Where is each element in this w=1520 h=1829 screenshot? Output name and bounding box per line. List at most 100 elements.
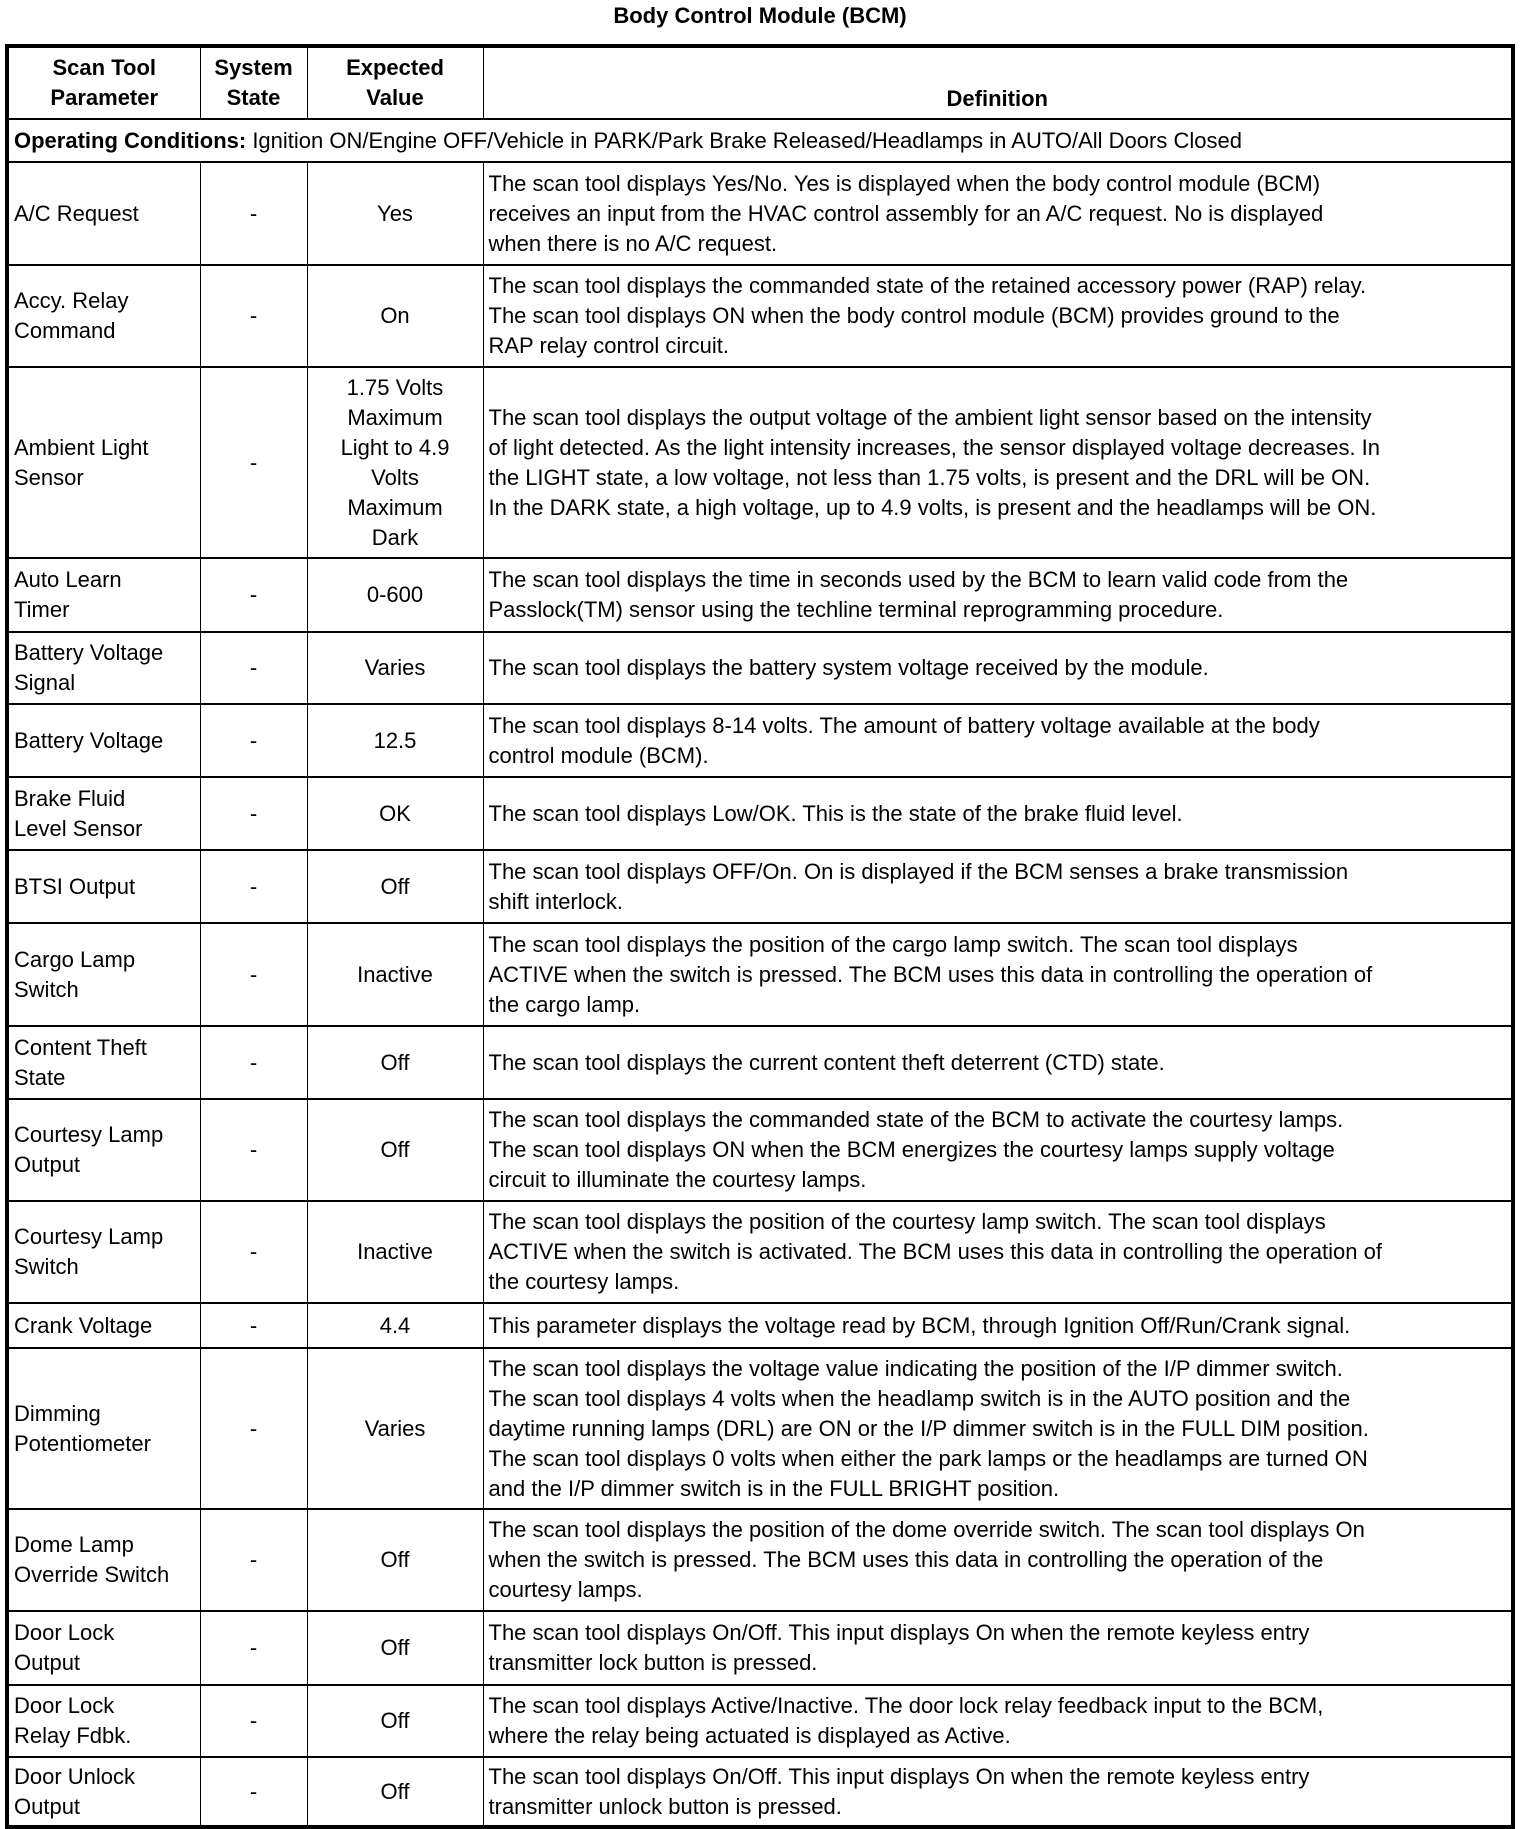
system-state-cell: -: [199, 366, 308, 559]
system-state-cell: -: [199, 1610, 308, 1686]
definition-cell: The scan tool displays Yes/No. Yes is di…: [482, 161, 1514, 266]
definition-cell: The scan tool displays the voltage value…: [482, 1347, 1514, 1510]
expected-value-cell: 0-600: [306, 557, 484, 633]
table-row: Dimming Potentiometer - Varies The scan too…: [6, 1347, 1514, 1510]
expected-value-cell: Off: [306, 849, 484, 924]
table-row: Courtesy Lamp Output - Off The scan tool di…: [6, 1098, 1514, 1202]
system-state-cell: -: [199, 161, 308, 266]
system-state-cell: -: [199, 1684, 308, 1758]
table-row: Battery Voltage -12.5 The scan tool displa…: [6, 703, 1514, 778]
parameter-cell: BTSI Output: [6, 849, 201, 924]
definition-cell: The scan tool displays On/Off. This inpu…: [482, 1756, 1514, 1828]
expected-value-cell: Varies: [306, 631, 484, 705]
system-state-cell: -: [199, 1302, 308, 1349]
table-row: BTSI Output - Off The scan tool displays OF…: [6, 849, 1514, 924]
system-state-cell: -: [199, 1756, 308, 1828]
parameter-cell: Door Lock Relay Fdbk.: [6, 1684, 201, 1758]
system-state-cell: -: [199, 631, 308, 705]
operating-conditions-row: Operating Conditions: Ignition ON/Engine…: [6, 118, 1514, 163]
definition-cell: The scan tool displays the position of t…: [482, 922, 1514, 1027]
system-state-cell: -: [199, 849, 308, 924]
definition-cell: The scan tool displays the battery syste…: [482, 631, 1514, 705]
parameter-cell: Battery Voltage: [6, 703, 201, 778]
header-definition: Definition: [482, 45, 1514, 120]
expected-value-cell: Off: [306, 1684, 484, 1758]
table-row: A/C Request - Yes The scan tool displays Ye…: [6, 161, 1514, 266]
table-row: Ambient Light Sensor -1.75 Volts Maximum …: [6, 366, 1514, 559]
expected-value-cell: Varies: [306, 1347, 484, 1510]
system-state-cell: -: [199, 922, 308, 1027]
document-title: Body Control Module (BCM): [613, 3, 907, 28]
definition-cell: This parameter displays the voltage read…: [482, 1302, 1514, 1349]
definition-cell: The scan tool displays Low/OK. This is t…: [482, 776, 1514, 851]
parameter-cell: Accy. Relay Command: [6, 264, 201, 368]
table-row: Battery Voltage Signal - Varies The scan to…: [6, 631, 1514, 705]
definition-cell: The scan tool displays 8-14 volts. The a…: [482, 703, 1514, 778]
parameter-cell: Crank Voltage: [6, 1302, 201, 1349]
bcm-parameter-table: Scan Tool Parameter System State Expecte…: [5, 44, 1515, 1829]
definition-cell: The scan tool displays the commanded sta…: [482, 264, 1514, 368]
parameter-cell: Dimming Potentiometer: [6, 1347, 201, 1510]
header-expected-value: Expected Value: [306, 45, 484, 120]
definition-cell: The scan tool displays On/Off. This inpu…: [482, 1610, 1514, 1686]
table-row: Dome Lamp Override Switch - Off The scan to…: [6, 1508, 1514, 1612]
table-row: Door Lock Output - Off The scan tool displa…: [6, 1610, 1514, 1686]
table-row: Cargo Lamp Switch - Inactive The scan tool …: [6, 922, 1514, 1027]
expected-value-cell: Off: [306, 1610, 484, 1686]
definition-cell: The scan tool displays OFF/On. On is dis…: [482, 849, 1514, 924]
definition-cell: The scan tool displays the commanded sta…: [482, 1098, 1514, 1202]
table-row: Accy. Relay Command - On The scan tool disp…: [6, 264, 1514, 368]
expected-value-cell: Off: [306, 1098, 484, 1202]
system-state-cell: -: [199, 264, 308, 368]
table-row: Content Theft State - Off The scan tool dis…: [6, 1025, 1514, 1100]
system-state-cell: -: [199, 703, 308, 778]
expected-value-cell: Inactive: [306, 922, 484, 1027]
expected-value-cell: Off: [306, 1025, 484, 1100]
parameter-cell: Courtesy Lamp Switch: [6, 1200, 201, 1304]
expected-value-cell: On: [306, 264, 484, 368]
definition-cell: The scan tool displays the position of t…: [482, 1200, 1514, 1304]
definition-cell: The scan tool displays the position of t…: [482, 1508, 1514, 1612]
system-state-cell: -: [199, 1347, 308, 1510]
table-row: Auto Learn Timer -0-600 The scan tool disp…: [6, 557, 1514, 633]
expected-value-cell: Yes: [306, 161, 484, 266]
parameter-cell: A/C Request: [6, 161, 201, 266]
table-row: Crank Voltage -4.4 This parameter displays…: [6, 1302, 1514, 1349]
parameter-cell: Courtesy Lamp Output: [6, 1098, 201, 1202]
expected-value-cell: 1.75 Volts Maximum Light to 4.9 Volts Ma…: [306, 366, 484, 559]
system-state-cell: -: [199, 1200, 308, 1304]
system-state-cell: -: [199, 1098, 308, 1202]
operating-conditions-label: Operating Conditions:: [14, 127, 247, 153]
table-row: Brake Fluid Level Sensor - OK The scan tool…: [6, 776, 1514, 851]
parameter-cell: Brake Fluid Level Sensor: [6, 776, 201, 851]
expected-value-cell: Off: [306, 1508, 484, 1612]
table-row: Door Lock Relay Fdbk. - Off The scan tool d…: [6, 1684, 1514, 1758]
definition-cell: The scan tool displays the time in secon…: [482, 557, 1514, 633]
system-state-cell: -: [199, 776, 308, 851]
parameter-cell: Content Theft State: [6, 1025, 201, 1100]
parameter-cell: Door Unlock Output: [6, 1756, 201, 1828]
parameter-cell: Auto Learn Timer: [6, 557, 201, 633]
system-state-cell: -: [199, 557, 308, 633]
system-state-cell: -: [199, 1508, 308, 1612]
table-row: Courtesy Lamp Switch - Inactive The scan to…: [6, 1200, 1514, 1304]
definition-cell: The scan tool displays Active/Inactive. …: [482, 1684, 1514, 1758]
parameter-cell: Cargo Lamp Switch: [6, 922, 201, 1027]
parameter-cell: Ambient Light Sensor: [6, 366, 201, 559]
parameter-cell: Battery Voltage Signal: [6, 631, 201, 705]
header-row: Scan Tool Parameter System State Expecte…: [6, 45, 1514, 120]
definition-cell: The scan tool displays the current conte…: [482, 1025, 1514, 1100]
expected-value-cell: Off: [306, 1756, 484, 1828]
header-parameter: Scan Tool Parameter: [6, 45, 201, 120]
expected-value-cell: OK: [306, 776, 484, 851]
header-system-state: System State: [199, 45, 308, 120]
system-state-cell: -: [199, 1025, 308, 1100]
table-row: Door Unlock Output - Off The scan tool disp…: [6, 1756, 1514, 1828]
operating-conditions-text: Ignition ON/Engine OFF/Vehicle in PARK/P…: [246, 127, 1242, 153]
operating-conditions: Operating Conditions: Ignition ON/Engine…: [6, 118, 1514, 163]
expected-value-cell: 12.5: [306, 703, 484, 778]
parameter-cell: Dome Lamp Override Switch: [6, 1508, 201, 1612]
expected-value-cell: 4.4: [306, 1302, 484, 1349]
expected-value-cell: Inactive: [306, 1200, 484, 1304]
definition-cell: The scan tool displays the output voltag…: [482, 366, 1514, 559]
